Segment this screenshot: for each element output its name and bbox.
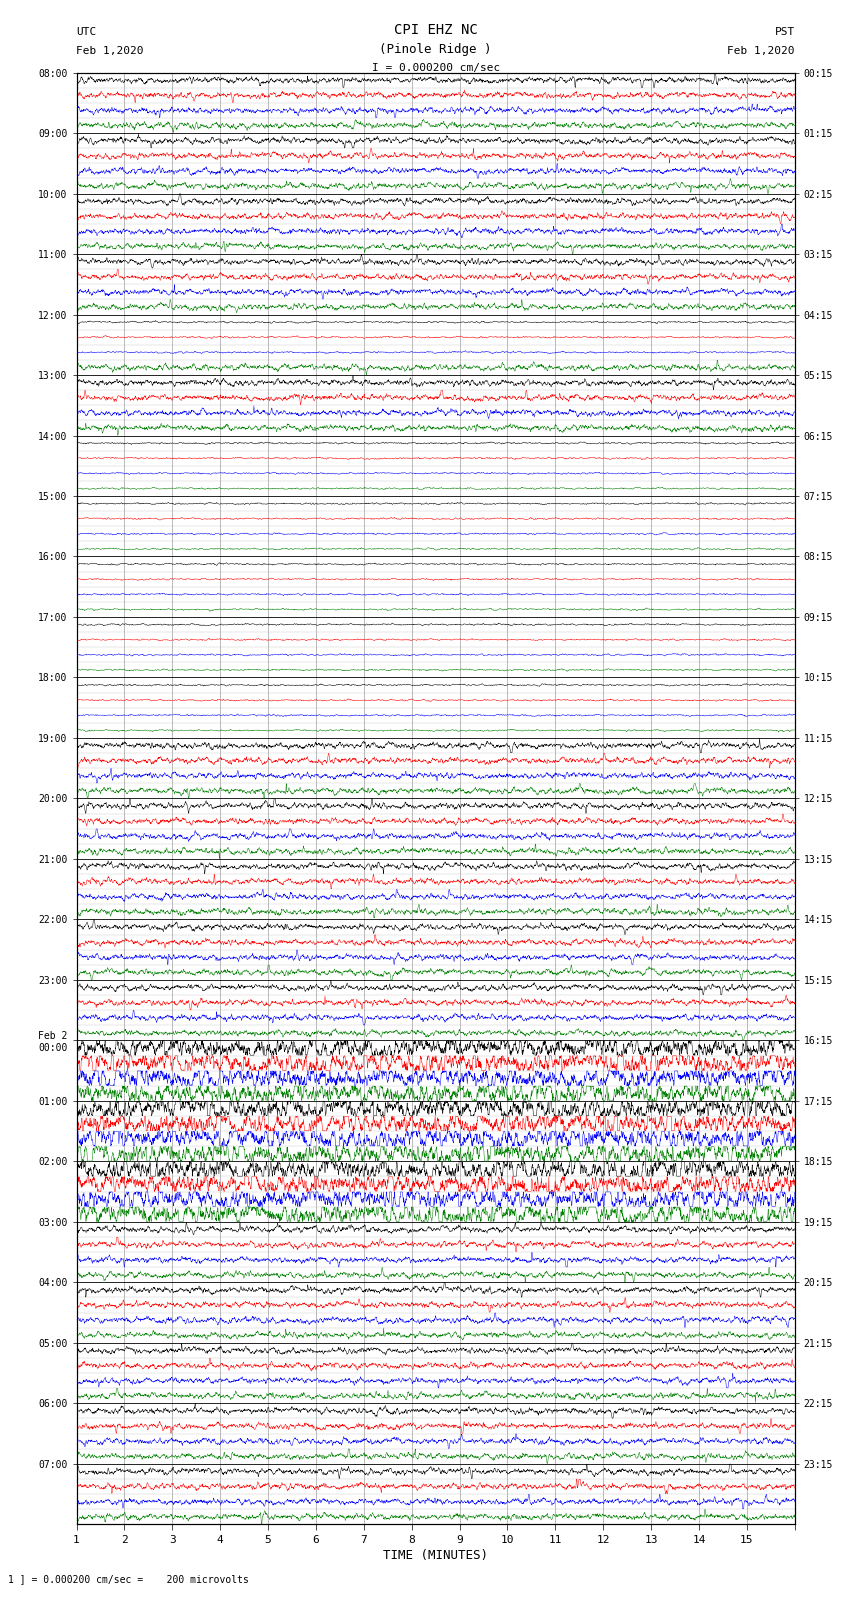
X-axis label: TIME (MINUTES): TIME (MINUTES) xyxy=(383,1548,488,1561)
Text: UTC: UTC xyxy=(76,27,97,37)
Text: Feb 1,2020: Feb 1,2020 xyxy=(76,47,144,56)
Text: I = 0.000200 cm/sec: I = 0.000200 cm/sec xyxy=(371,63,500,73)
Text: PST: PST xyxy=(774,27,795,37)
Text: CPI EHZ NC: CPI EHZ NC xyxy=(394,23,478,37)
Text: (Pinole Ridge ): (Pinole Ridge ) xyxy=(379,44,492,56)
Text: Feb 1,2020: Feb 1,2020 xyxy=(728,47,795,56)
Text: 1 ] = 0.000200 cm/sec =    200 microvolts: 1 ] = 0.000200 cm/sec = 200 microvolts xyxy=(8,1574,249,1584)
